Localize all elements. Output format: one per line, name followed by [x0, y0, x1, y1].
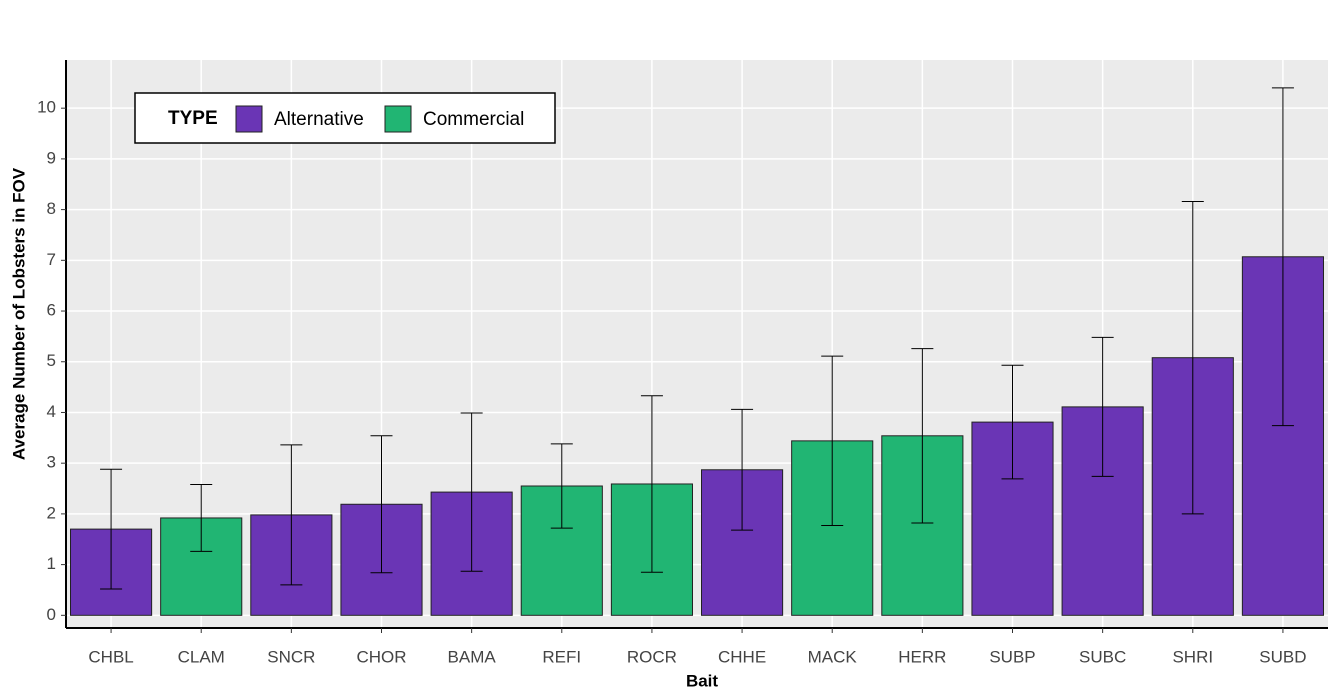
- error-bar: [911, 348, 934, 524]
- y-tick-label: 7: [47, 250, 56, 269]
- error-bar: [731, 408, 754, 531]
- error-bar: [280, 444, 303, 586]
- error-bar: [821, 355, 844, 527]
- y-tick-label: 9: [47, 148, 56, 167]
- x-tick-label: CHHE: [718, 647, 766, 666]
- error-bar: [640, 395, 663, 573]
- legend-label: Commercial: [423, 109, 524, 130]
- legend-label: Alternative: [274, 109, 364, 130]
- bars: [70, 87, 1324, 616]
- y-axis-label: Average Number of Lobsters in FOV: [9, 167, 28, 460]
- y-tick-label: 10: [37, 98, 56, 117]
- x-tick-label: CHOR: [356, 647, 406, 666]
- x-tick-label: SUBP: [989, 647, 1035, 666]
- legend-swatch: [384, 105, 412, 133]
- x-tick-label: HERR: [898, 647, 946, 666]
- error-bar: [460, 412, 483, 572]
- x-axis-label: Bait: [686, 671, 718, 690]
- x-tick-label: SUBD: [1259, 647, 1306, 666]
- y-tick-label: 5: [47, 351, 56, 370]
- error-bar: [550, 443, 573, 529]
- y-tick-label: 2: [47, 503, 56, 522]
- x-tick-label: CLAM: [178, 647, 225, 666]
- legend-swatch: [235, 105, 263, 133]
- x-tick-label: MACK: [808, 647, 858, 666]
- error-bar: [370, 435, 393, 574]
- y-tick-label: 3: [47, 453, 56, 472]
- x-tick-label: SUBC: [1079, 647, 1126, 666]
- error-bar: [100, 468, 123, 590]
- x-tick-label: ROCR: [627, 647, 677, 666]
- x-tick-label: BAMA: [448, 647, 497, 666]
- y-tick-label: 4: [47, 402, 56, 421]
- x-tick-label: SNCR: [267, 647, 315, 666]
- y-tick-label: 1: [47, 554, 56, 573]
- legend-box: [134, 92, 556, 144]
- y-tick-label: 6: [47, 301, 56, 320]
- x-tick-label: SHRI: [1172, 647, 1213, 666]
- error-bar: [1091, 336, 1114, 477]
- error-bar: [1271, 87, 1294, 427]
- error-bar: [190, 483, 213, 552]
- x-tick-label: CHBL: [88, 647, 133, 666]
- y-tick-label: 0: [47, 605, 56, 624]
- y-tick-label: 8: [47, 199, 56, 218]
- legend-title: TYPE: [168, 108, 218, 129]
- x-tick-label: REFI: [542, 647, 581, 666]
- error-bar: [1001, 364, 1024, 480]
- legend: TYPE: [134, 92, 556, 144]
- error-bar: [1181, 200, 1204, 515]
